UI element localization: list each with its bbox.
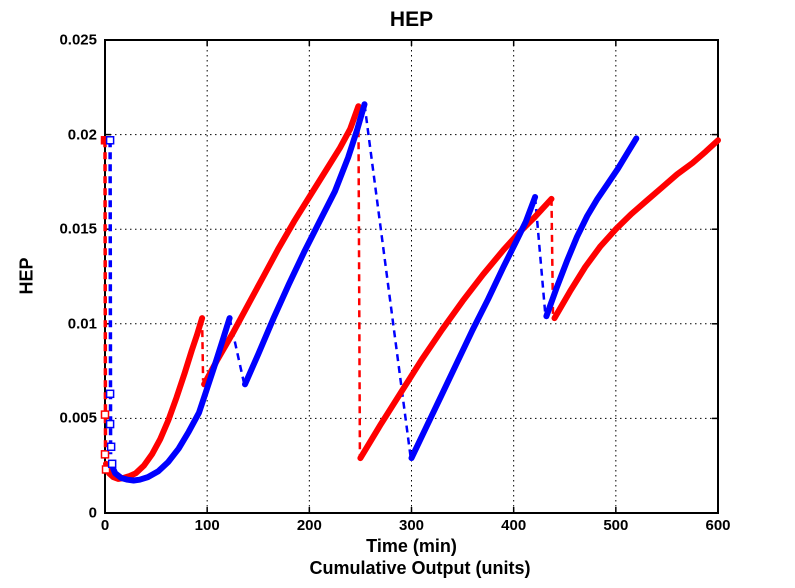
blue-solid-line <box>108 315 233 484</box>
y-tick-label: 0 <box>88 504 97 522</box>
red-start-markers-open <box>100 410 110 419</box>
x-tick-label: 100 <box>194 517 220 534</box>
red-drop-dashed-line <box>357 106 362 457</box>
y-tick-label: 0.005 <box>59 409 97 427</box>
red-solid-line <box>103 315 206 482</box>
blue-solid-line <box>242 101 368 388</box>
blue-start-markers-open <box>105 419 115 429</box>
x-tick-label: 400 <box>501 517 527 534</box>
x-tick-label: 0 <box>100 517 110 534</box>
x-axis-label-secondary: Cumulative Output (units) <box>309 558 531 578</box>
red-solid-line <box>551 137 721 322</box>
x-tick-label: 500 <box>603 517 629 534</box>
red-solid-line <box>201 103 362 388</box>
blue-solid-line <box>408 194 539 462</box>
x-axis-label: Time (min) <box>366 536 457 556</box>
blue-drop-dashed-line <box>363 104 412 457</box>
x-tick-label: 200 <box>296 517 322 534</box>
red-solid-line <box>357 195 555 462</box>
blue-drop-dashed-line <box>228 317 246 383</box>
blue-solid-line <box>543 135 640 320</box>
x-tick-label: 300 <box>398 517 425 534</box>
y-tick-label: 0.025 <box>59 31 97 49</box>
red-start-dashed-line <box>103 140 108 457</box>
red-start-markers-open <box>101 465 111 474</box>
y-tick-label: 0.015 <box>59 220 97 238</box>
blue-start-markers-open <box>105 136 115 145</box>
y-tick-label: 0.02 <box>67 126 97 144</box>
blue-start-markers-open <box>105 389 115 399</box>
x-tick-label: 600 <box>705 517 731 534</box>
blue-start-markers-open <box>107 459 117 469</box>
red-start-markers-open <box>100 450 110 459</box>
blue-start-markers-open <box>106 442 116 452</box>
y-axis-label: HEP <box>16 257 37 295</box>
red-drop-dashed-line <box>200 318 205 381</box>
blue-drop-dashed-line <box>533 196 547 315</box>
chart-title: HEP <box>389 8 434 31</box>
blue-start-dashed-line <box>108 140 113 455</box>
y-tick-label: 0.01 <box>67 315 97 333</box>
